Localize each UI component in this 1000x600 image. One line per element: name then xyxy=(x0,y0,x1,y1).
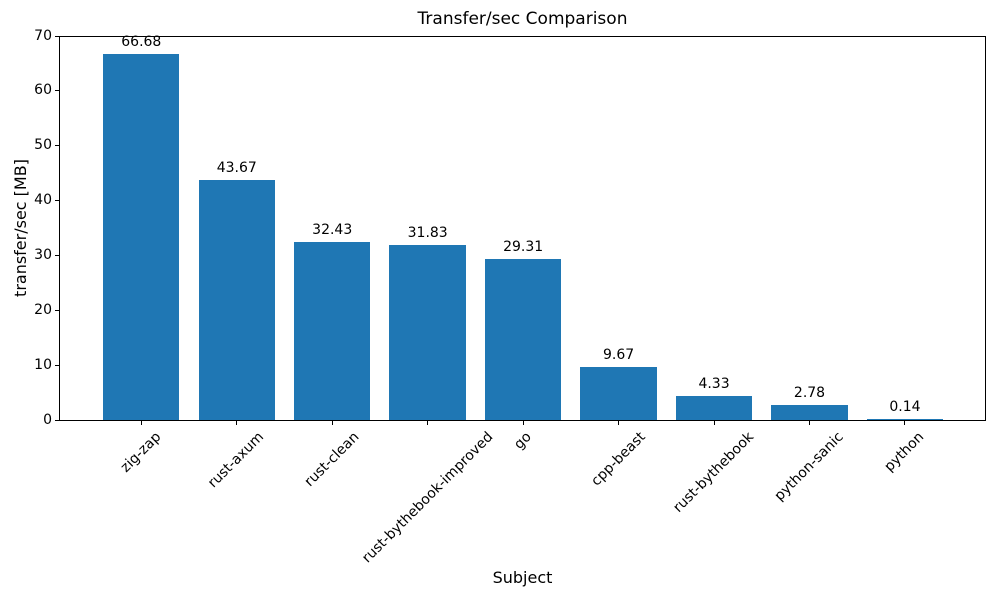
x-tick-label: rust-bythebook xyxy=(670,429,757,516)
bar-rust-bythebook xyxy=(675,396,753,420)
y-tick-mark xyxy=(55,200,59,202)
x-tick-label: zig-zap xyxy=(117,429,165,476)
bar-value-label: 32.43 xyxy=(312,221,353,238)
y-tick-mark xyxy=(55,420,59,421)
x-tick-mark xyxy=(522,421,524,425)
x-tick-mark xyxy=(904,421,906,425)
x-tick-mark xyxy=(713,421,715,425)
x-tick-label: rust-axum xyxy=(205,429,268,492)
x-tick-label: python xyxy=(881,429,928,475)
x-tick-label: cpp-beast xyxy=(588,429,649,490)
bar-value-label: 43.67 xyxy=(216,160,257,177)
chart-title: Transfer/sec Comparison xyxy=(417,9,628,29)
x-tick-mark xyxy=(427,421,429,425)
bar-value-label: 66.68 xyxy=(121,33,162,50)
bar-value-label: 4.33 xyxy=(698,376,730,393)
y-tick-label: 20 xyxy=(34,302,52,319)
x-tick-label: python-sanic xyxy=(771,429,848,505)
bar-rust-axum xyxy=(198,180,275,420)
bar-rust-clean xyxy=(294,241,371,420)
y-tick-mark xyxy=(55,255,59,257)
y-tick-label: 70 xyxy=(34,27,52,44)
y-tick-mark xyxy=(55,35,59,37)
x-tick-mark xyxy=(809,421,811,425)
bar-go xyxy=(484,259,562,420)
bar-zig-zap xyxy=(103,53,180,420)
y-tick-mark xyxy=(55,90,59,92)
y-tick-label: 60 xyxy=(34,82,52,99)
y-tick-mark xyxy=(55,365,59,367)
bar-value-label: 0.14 xyxy=(889,399,921,415)
bar-python-sanic xyxy=(771,404,848,420)
bar-rust-bythebook-improved xyxy=(389,245,466,420)
bar-python xyxy=(866,419,944,420)
bar-value-label: 9.67 xyxy=(603,346,635,363)
bar-cpp-beast xyxy=(580,366,657,420)
x-tick-label: rust-bythebook-improved xyxy=(358,429,496,567)
x-tick-label: rust-clean xyxy=(301,429,363,490)
bar-value-label: 2.78 xyxy=(793,384,826,401)
y-tick-mark xyxy=(55,145,59,147)
x-tick-label: go xyxy=(511,429,535,453)
x-axis-label: Subject xyxy=(492,568,553,587)
y-tick-label: 10 xyxy=(34,357,52,374)
bar-value-label: 31.83 xyxy=(407,225,448,242)
y-tick-mark xyxy=(55,310,59,312)
y-tick-label: 40 xyxy=(34,192,52,209)
x-tick-mark xyxy=(140,421,142,425)
x-tick-mark xyxy=(331,421,333,425)
x-tick-mark xyxy=(236,421,238,425)
y-axis-label: transfer/sec [MB] xyxy=(11,159,30,297)
y-tick-label: 30 xyxy=(34,247,52,264)
x-tick-mark xyxy=(618,421,620,425)
bar-value-label: 29.31 xyxy=(503,239,544,255)
y-tick-label: 50 xyxy=(34,137,52,154)
y-tick-label: 0 xyxy=(43,412,52,428)
